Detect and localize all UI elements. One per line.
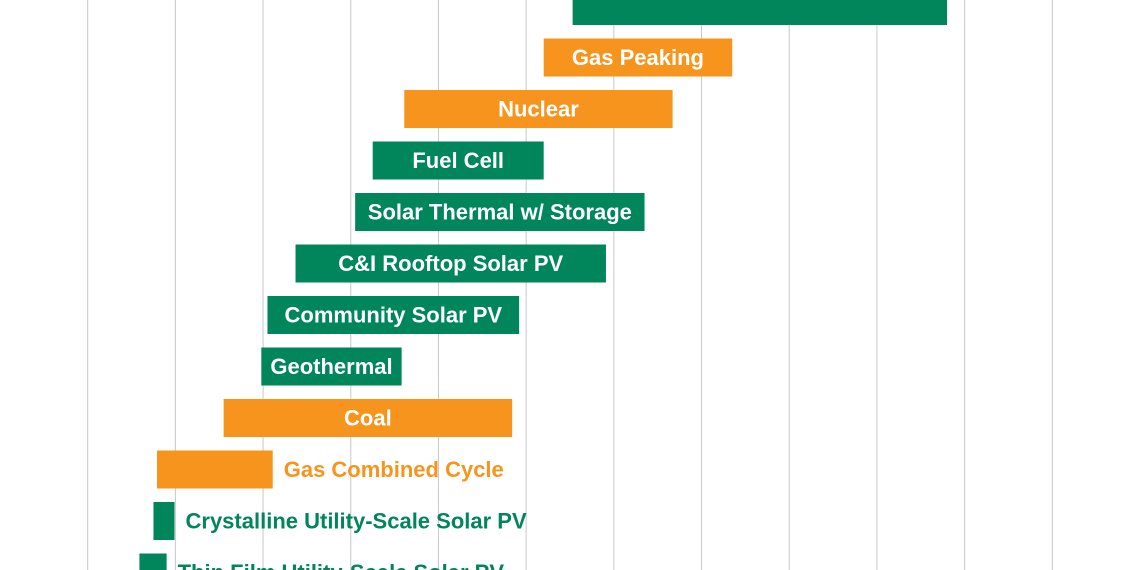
bar bbox=[267, 296, 520, 334]
bar bbox=[261, 347, 402, 386]
bar-label: Crystalline Utility-Scale Solar PV bbox=[186, 509, 527, 534]
bar bbox=[139, 553, 167, 570]
bar-label: Community Solar PV bbox=[285, 303, 503, 328]
bar-label: C&I Rooftop Solar PV bbox=[338, 251, 563, 276]
bar bbox=[156, 450, 273, 489]
bar bbox=[153, 502, 175, 540]
bar-label: Coal bbox=[344, 406, 392, 431]
bars bbox=[139, 0, 948, 570]
bar bbox=[295, 244, 606, 283]
bar bbox=[572, 0, 948, 25]
bar-label: Geothermal bbox=[270, 354, 392, 379]
bar bbox=[372, 141, 544, 180]
bar-label: Gas Peaking bbox=[572, 45, 704, 70]
bar-label: Solar Thermal w/ Storage bbox=[368, 200, 632, 225]
bar bbox=[543, 38, 733, 77]
bar-labels: Gas Peaking Nuclear Fuel Cell Solar Thermal… bbox=[178, 45, 704, 570]
bar bbox=[404, 90, 673, 128]
bar bbox=[223, 399, 513, 437]
bar-label: Nuclear bbox=[498, 97, 579, 122]
bar-label: Fuel Cell bbox=[412, 148, 504, 173]
bar bbox=[355, 193, 645, 231]
bar-label: Thin Film Utility-Scale Solar PV bbox=[178, 560, 505, 570]
bar-label: Gas Combined Cycle bbox=[284, 457, 504, 482]
